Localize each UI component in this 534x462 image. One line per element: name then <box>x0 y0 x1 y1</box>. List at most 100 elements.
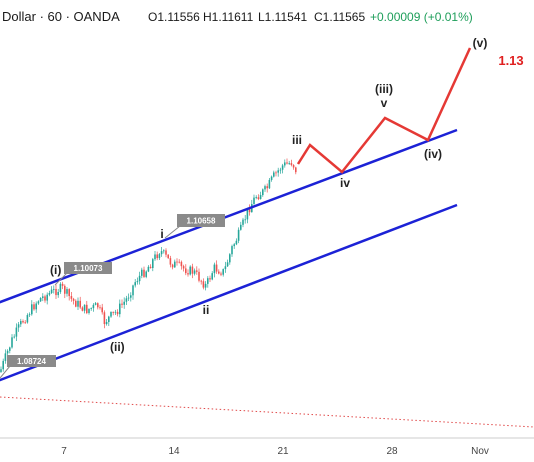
price-tag-2: 1.10073 <box>54 262 112 286</box>
candle-body <box>198 271 200 281</box>
candle-body <box>176 261 178 263</box>
candle-body <box>123 301 125 305</box>
candle-body <box>81 307 84 311</box>
candle-body <box>6 350 9 354</box>
candle-body <box>79 300 81 308</box>
x-tick-label: Nov <box>471 446 489 457</box>
candle-body <box>286 162 288 164</box>
candle-body <box>37 301 40 304</box>
candle-body <box>275 172 277 174</box>
candle-body <box>229 254 231 263</box>
candle-body <box>246 208 249 220</box>
candle-body <box>132 285 134 296</box>
candle-body <box>64 285 66 294</box>
candle-body <box>273 172 275 177</box>
candle-body <box>196 270 198 272</box>
candle-body <box>114 311 117 313</box>
candle-body <box>215 264 218 272</box>
candle-body <box>112 311 114 313</box>
candle-body <box>13 336 15 338</box>
candle-body <box>24 322 26 324</box>
wave-label-paren-iv: (iv) <box>424 147 442 161</box>
price-tag-1: 1.08724 <box>0 355 56 379</box>
candle-body <box>259 195 262 200</box>
candle-body <box>292 165 295 168</box>
candle-body <box>266 186 268 189</box>
candle-body <box>178 261 180 263</box>
candle-body <box>204 283 207 288</box>
candle-body <box>222 269 224 275</box>
candle-body <box>143 269 145 277</box>
candle-body <box>59 283 62 292</box>
candle-body <box>152 259 154 269</box>
projection-path <box>296 47 472 174</box>
candle-body <box>147 266 150 272</box>
candle-body <box>90 308 92 309</box>
candle-body <box>53 288 55 290</box>
wave-label-paren-i: (i) <box>50 263 61 277</box>
candle-body <box>207 278 209 284</box>
candle-body <box>20 321 22 325</box>
candle-body <box>284 162 286 166</box>
target-price-label: 1.13 <box>498 53 523 68</box>
candle-body <box>0 369 2 372</box>
candle-body <box>231 246 233 255</box>
candle-body <box>268 179 271 189</box>
candle-body <box>61 283 64 286</box>
candle-body <box>33 304 35 310</box>
ohlc-open: O1.11556 <box>148 10 200 24</box>
candle-body <box>66 289 68 294</box>
candle-body <box>125 298 128 302</box>
ohlc-change: +0.00009 (+0.01%) <box>370 10 473 24</box>
candle-body <box>189 266 191 275</box>
candle-body <box>279 169 282 171</box>
candle-body <box>237 229 240 241</box>
candle-body <box>46 294 48 301</box>
candle-body <box>2 360 4 370</box>
candle-body <box>193 270 196 274</box>
candle-body <box>185 268 187 274</box>
candle-body <box>15 327 18 337</box>
candle-body <box>156 254 158 259</box>
candle-body <box>242 219 244 225</box>
candle-body <box>244 219 246 221</box>
candle-body <box>257 197 260 200</box>
candle-body <box>88 308 90 314</box>
candle-body <box>92 304 95 309</box>
candle-body <box>281 165 284 170</box>
candle-body <box>44 296 46 301</box>
candle-body <box>55 288 57 296</box>
dotted-trendline <box>0 396 534 428</box>
candle-body <box>171 264 174 268</box>
candle-body <box>174 261 176 268</box>
wave-label-i: i <box>160 227 163 241</box>
candle-body <box>262 189 264 196</box>
candle-body <box>94 303 97 305</box>
candle-body <box>248 208 251 213</box>
candle-body <box>31 304 33 315</box>
candle-body <box>28 314 31 316</box>
candle-body <box>209 278 211 280</box>
wave-label-paren-iii: (iii) <box>375 82 393 96</box>
candle-body <box>277 170 279 173</box>
candle-body <box>226 262 229 267</box>
candle-body <box>50 289 53 293</box>
candle-body <box>264 186 266 190</box>
candle-body <box>105 322 108 325</box>
candle-body <box>86 304 88 314</box>
candle-body <box>57 291 59 296</box>
candle-body <box>68 289 70 297</box>
candle-body <box>119 303 121 315</box>
price-tag-1-label: 1.08724 <box>17 357 46 366</box>
candle-body <box>130 295 132 298</box>
candle-body <box>158 254 161 259</box>
candle-body <box>253 197 255 205</box>
candle-body <box>213 264 216 274</box>
candle-body <box>290 163 293 166</box>
symbol-title: Dollar · 60 · OANDA <box>2 9 120 24</box>
candle-body <box>169 258 172 265</box>
candle-body <box>83 304 86 311</box>
candle-body <box>26 315 29 323</box>
wave-label-paren-v: (v) <box>473 36 488 50</box>
